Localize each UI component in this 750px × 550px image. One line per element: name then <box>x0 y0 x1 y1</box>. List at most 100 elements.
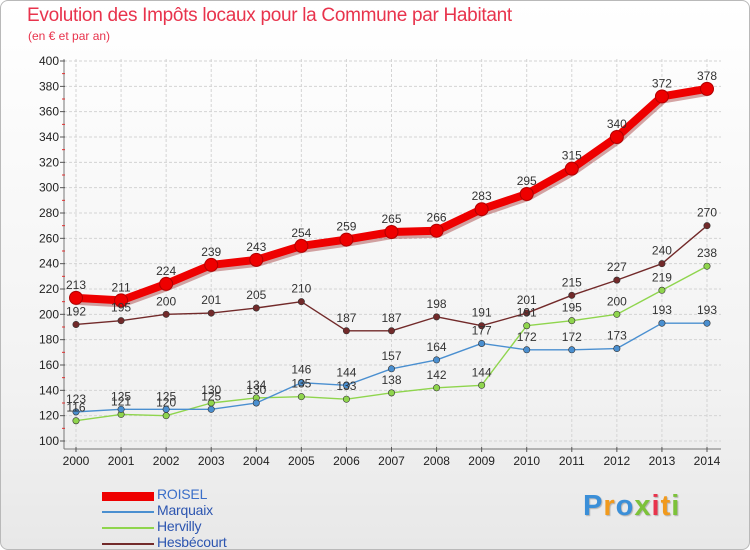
data-label: 187 <box>336 311 356 325</box>
data-label: 198 <box>427 297 447 311</box>
data-point <box>159 276 174 291</box>
data-point <box>568 291 576 299</box>
y-tick-label: 240 <box>39 257 59 271</box>
data-point <box>294 238 309 253</box>
legend-label: ROISEL <box>157 486 208 502</box>
data-point <box>72 408 80 416</box>
data-label: 191 <box>472 306 492 320</box>
data-point <box>613 310 621 318</box>
data-label: 378 <box>697 69 717 83</box>
logo-letter: P <box>583 490 604 522</box>
data-label: 173 <box>607 329 627 343</box>
y-tick-label: 180 <box>39 333 59 347</box>
data-point <box>613 345 621 353</box>
y-tick-label: 340 <box>39 130 59 144</box>
legend-swatch <box>102 527 154 529</box>
data-point <box>252 399 260 407</box>
data-point <box>654 89 669 104</box>
x-tick-label: 2012 <box>604 454 631 468</box>
data-point <box>703 319 711 327</box>
data-point <box>72 417 80 425</box>
x-tick-label: 2010 <box>513 454 540 468</box>
data-label: 213 <box>66 278 86 292</box>
data-label: 239 <box>201 245 221 259</box>
y-tick-label: 300 <box>39 181 59 195</box>
x-tick-label: 2007 <box>378 454 405 468</box>
data-label: 195 <box>111 301 131 315</box>
data-label: 224 <box>156 264 176 278</box>
data-label: 121 <box>111 394 131 408</box>
y-tick-label: 400 <box>39 54 59 68</box>
data-label: 195 <box>562 301 582 315</box>
x-tick-label: 2002 <box>153 454 180 468</box>
data-label: 240 <box>652 244 672 258</box>
data-point <box>433 384 441 392</box>
data-label: 192 <box>66 304 86 318</box>
data-point <box>433 313 441 321</box>
y-tick-label: 100 <box>39 434 59 448</box>
data-point <box>297 379 305 387</box>
logo-letter: x <box>634 490 652 522</box>
data-label: 259 <box>336 220 356 234</box>
legend-swatch <box>102 511 154 513</box>
chart-subtitle: (en € et par an) <box>28 29 111 43</box>
y-tick-label: 200 <box>39 307 59 321</box>
x-tick-label: 2014 <box>694 454 721 468</box>
logo-letter: i <box>651 490 661 522</box>
data-point <box>297 393 305 401</box>
data-point <box>117 405 125 413</box>
data-label: 120 <box>156 396 176 410</box>
data-point <box>568 317 576 325</box>
data-point <box>207 309 215 317</box>
data-label: 193 <box>697 303 717 317</box>
y-tick-label: 140 <box>39 383 59 397</box>
data-point <box>703 262 711 270</box>
data-point <box>162 412 170 420</box>
legend-swatch <box>102 543 154 545</box>
data-point <box>342 381 350 389</box>
logo-letter: r <box>603 490 616 522</box>
y-tick-label: 320 <box>39 155 59 169</box>
y-axis-ticks: 100 120 140 160 180 200 220 240 260 280 300 320 340 3… <box>39 54 65 448</box>
data-label: 125 <box>156 389 176 403</box>
logo-letter: i <box>671 490 681 522</box>
data-point <box>564 161 579 176</box>
data-label: 200 <box>156 294 176 308</box>
logo-letter: t <box>660 490 672 522</box>
legend-label: Hervilly <box>157 518 202 534</box>
data-point <box>339 232 354 247</box>
data-point <box>114 293 129 308</box>
x-tick-label: 2001 <box>108 454 135 468</box>
data-label: 254 <box>291 226 311 240</box>
data-point <box>387 327 395 335</box>
data-point <box>568 346 576 354</box>
data-point <box>474 202 489 217</box>
data-label: 210 <box>291 282 311 296</box>
x-tick-label: 2005 <box>288 454 315 468</box>
data-label: 123 <box>66 392 86 406</box>
data-label: 265 <box>381 212 401 226</box>
x-tick-label: 2000 <box>63 454 90 468</box>
data-label: 125 <box>111 389 131 403</box>
data-point <box>433 356 441 364</box>
data-label: 205 <box>246 288 266 302</box>
data-label: 283 <box>472 189 492 203</box>
data-label: 227 <box>607 260 627 274</box>
logo-letter: o <box>615 490 635 522</box>
data-point <box>162 310 170 318</box>
data-label: 211 <box>112 280 131 294</box>
data-label: 133 <box>336 379 356 393</box>
x-tick-label: 2009 <box>468 454 495 468</box>
data-point <box>700 81 714 96</box>
y-tick-label: 220 <box>39 282 59 296</box>
data-point <box>69 290 83 305</box>
data-point <box>703 222 711 230</box>
data-point <box>249 252 264 267</box>
data-point <box>523 322 531 330</box>
data-label: 295 <box>517 174 537 188</box>
data-point <box>387 365 395 373</box>
x-tick-label: 2008 <box>423 454 450 468</box>
data-point <box>609 130 624 144</box>
y-tick-label: 360 <box>39 105 59 119</box>
